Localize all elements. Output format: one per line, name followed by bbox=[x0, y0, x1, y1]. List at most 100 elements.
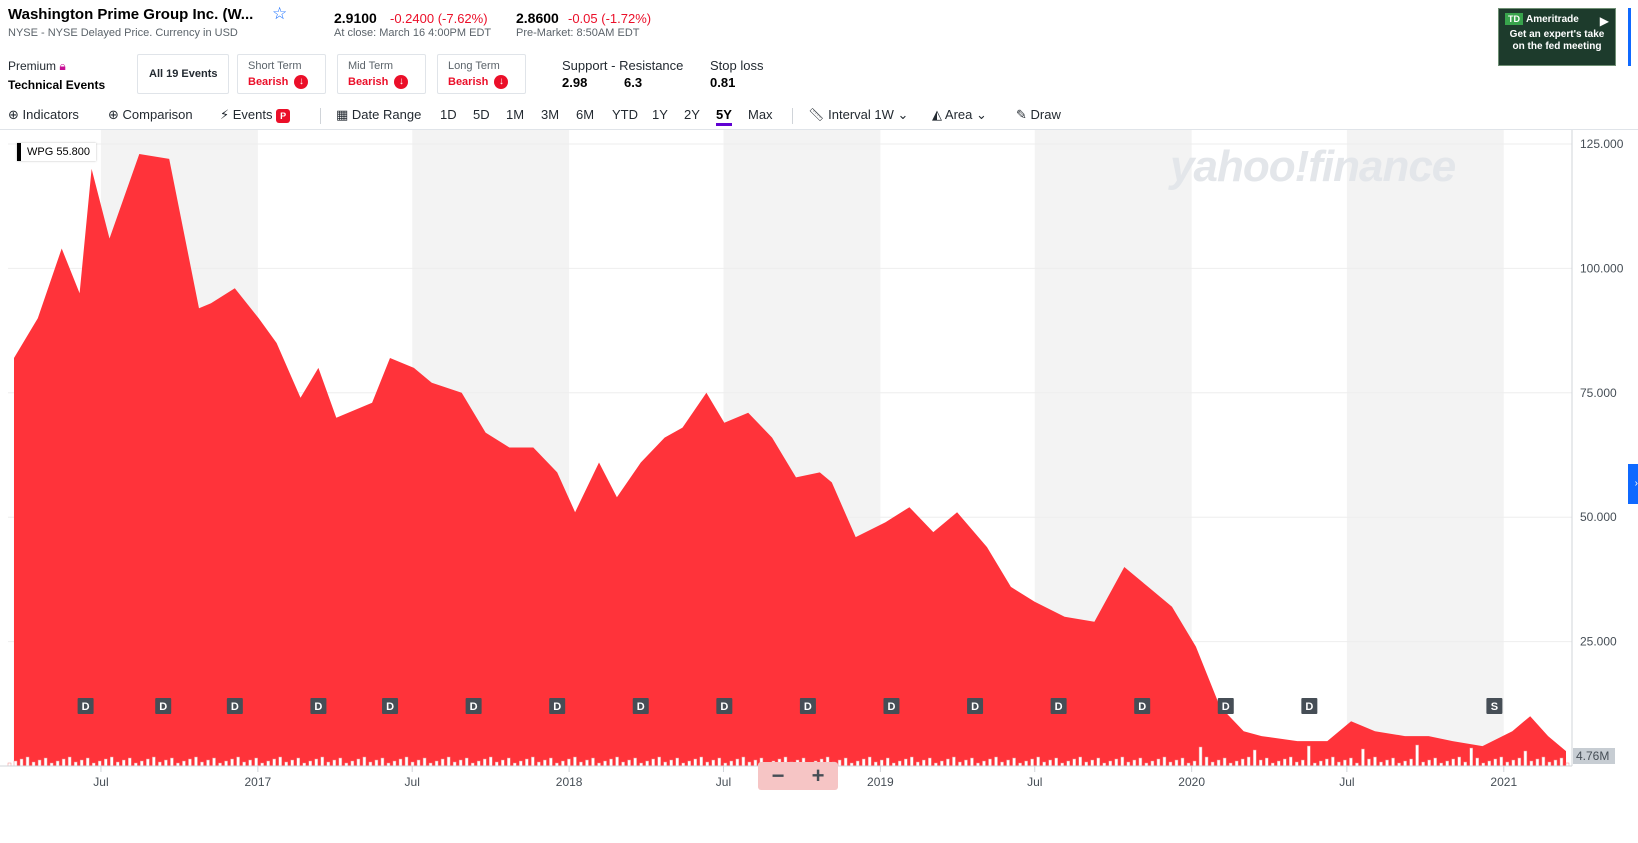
volume-bar bbox=[1204, 756, 1209, 767]
range-6m[interactable]: 6M bbox=[576, 107, 595, 122]
event-marker-label: D bbox=[888, 701, 896, 713]
volume-bar bbox=[1174, 759, 1179, 767]
star-icon[interactable]: ☆ bbox=[272, 4, 288, 23]
volume-bar bbox=[140, 760, 144, 767]
range-1d[interactable]: 1D bbox=[440, 107, 457, 122]
volume-bar bbox=[1162, 756, 1167, 767]
volume-bar bbox=[476, 760, 481, 767]
mid-term-box[interactable]: Mid Term Bearish ↓ bbox=[337, 54, 426, 94]
range-2y[interactable]: 2Y bbox=[684, 107, 700, 122]
volume-bar bbox=[603, 760, 607, 767]
x-tick-label: Jul bbox=[1339, 775, 1354, 789]
comparison-button[interactable]: ⊕ Comparison bbox=[108, 107, 193, 122]
range-5d[interactable]: 5D bbox=[473, 107, 490, 122]
volume-bar bbox=[338, 757, 343, 767]
volume-bar bbox=[1409, 758, 1413, 767]
zoom-in-button[interactable]: + bbox=[811, 763, 825, 788]
events-button[interactable]: ⚡︎ Events P bbox=[220, 107, 291, 123]
indicators-button[interactable]: ⊕ Indicators bbox=[8, 107, 79, 122]
ad-banner[interactable]: TD Ameritrade ▶ Get an expert's take on t… bbox=[1498, 8, 1616, 66]
premium-label: Premium 🔒︎ bbox=[8, 59, 66, 73]
event-marker bbox=[1217, 698, 1234, 714]
volume-bar bbox=[561, 760, 565, 767]
volume-bar bbox=[1301, 759, 1305, 767]
event-marker-label: S bbox=[1491, 701, 1498, 713]
volume-bar bbox=[940, 760, 944, 767]
date-range-button[interactable]: ▦ Date Range bbox=[336, 107, 422, 122]
volume-bar bbox=[855, 760, 860, 767]
all-events-button[interactable]: All 19 Events bbox=[137, 54, 230, 94]
volume-bar bbox=[964, 759, 968, 767]
pencil-icon: ✎ bbox=[1016, 107, 1027, 122]
y-tick-label: 25.000 bbox=[1580, 635, 1617, 649]
volume-bar bbox=[200, 761, 204, 767]
event-marker-label: D bbox=[1138, 701, 1146, 713]
range-1m[interactable]: 1M bbox=[506, 107, 525, 122]
volume-bar bbox=[1499, 756, 1504, 767]
volume-bar bbox=[705, 761, 710, 767]
event-marker-label: D bbox=[637, 701, 645, 713]
volume-bar bbox=[350, 760, 355, 767]
draw-button[interactable]: ✎ Draw bbox=[1016, 107, 1061, 122]
mid-term-label: Mid Term bbox=[348, 60, 394, 72]
volume-bar bbox=[531, 756, 535, 767]
long-term-box[interactable]: Long Term Bearish ↓ bbox=[437, 54, 526, 94]
volume-bar bbox=[1457, 756, 1461, 767]
volume-bar bbox=[904, 758, 908, 767]
volume-bar bbox=[362, 756, 367, 767]
ruler-icon: 📏︎ bbox=[808, 107, 825, 122]
event-marker bbox=[226, 698, 243, 714]
volume-bar bbox=[1024, 760, 1028, 767]
chart-type-dropdown[interactable]: ◭ Area ⌄ bbox=[932, 107, 987, 122]
range-1y[interactable]: 1Y bbox=[652, 107, 668, 122]
volume-bar bbox=[314, 758, 319, 767]
zoom-out-button[interactable]: − bbox=[771, 763, 785, 788]
event-marker-label: D bbox=[720, 701, 728, 713]
volume-bar bbox=[1475, 757, 1480, 767]
x-tick-label: Jul bbox=[716, 775, 731, 789]
side-panel-tab[interactable]: › bbox=[1628, 464, 1638, 504]
volume-bar bbox=[1295, 761, 1299, 767]
y-tick-label: 75.000 bbox=[1580, 386, 1617, 400]
volume-bar bbox=[585, 759, 589, 767]
volume-bar bbox=[1349, 757, 1353, 767]
volume-bar bbox=[410, 761, 415, 767]
volume-bar bbox=[374, 759, 379, 767]
interval-dropdown[interactable]: 📏︎ Interval 1W ⌄ bbox=[808, 107, 909, 122]
volume-bar bbox=[1096, 757, 1101, 767]
range-3m[interactable]: 3M bbox=[541, 107, 560, 122]
price-chart[interactable]: 125.000 100.000 75.000 50.000 25.000 Jul 2017 J… bbox=[0, 130, 1638, 806]
volume-bar bbox=[224, 760, 228, 767]
close-change: -0.2400 (-7.62%) bbox=[390, 11, 488, 26]
volume-bar bbox=[182, 760, 186, 767]
event-marker bbox=[1050, 698, 1067, 714]
volume-bar bbox=[1108, 760, 1113, 767]
volume-bar bbox=[422, 757, 427, 767]
volume-bar bbox=[1559, 757, 1564, 767]
volume-bar bbox=[97, 760, 102, 767]
volume-bar bbox=[1030, 758, 1034, 767]
volume-bar bbox=[916, 761, 920, 767]
volume-bar bbox=[67, 756, 72, 767]
volume-bar bbox=[1264, 757, 1269, 767]
range-5y[interactable]: 5Y bbox=[716, 107, 732, 126]
volume-bar bbox=[116, 761, 120, 767]
volume-bar bbox=[79, 759, 84, 767]
short-term-box[interactable]: Short Term Bearish ↓ bbox=[237, 54, 326, 94]
volume-bar bbox=[1042, 761, 1046, 767]
volume-bar bbox=[1192, 760, 1197, 767]
volume-bar bbox=[1463, 761, 1467, 767]
volume-bar bbox=[507, 757, 511, 767]
volume-bar bbox=[1379, 761, 1383, 767]
volume-bar bbox=[669, 759, 673, 767]
volume-bar bbox=[158, 761, 162, 767]
range-max[interactable]: Max bbox=[748, 107, 773, 122]
volume-bar bbox=[122, 759, 126, 767]
pre-market-price: 2.8600 bbox=[516, 10, 559, 26]
volume-bar bbox=[1307, 745, 1311, 767]
event-marker-label: D bbox=[1305, 701, 1313, 713]
volume-bar bbox=[1493, 758, 1498, 767]
pre-market-note: Pre-Market: 8:50AM EDT bbox=[516, 27, 640, 39]
range-ytd[interactable]: YTD bbox=[612, 107, 638, 122]
volume-bar bbox=[657, 756, 661, 767]
